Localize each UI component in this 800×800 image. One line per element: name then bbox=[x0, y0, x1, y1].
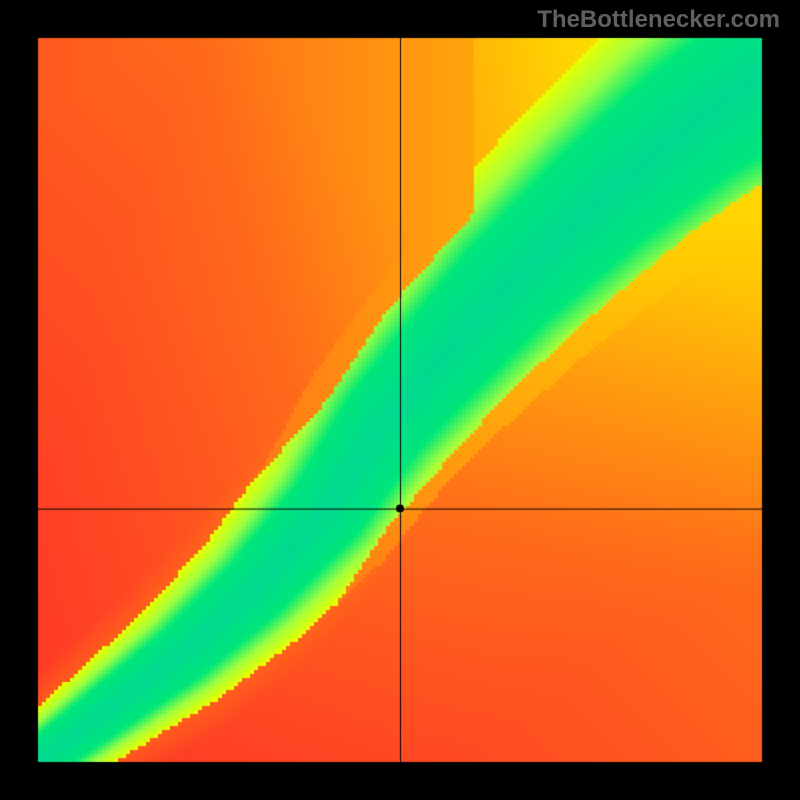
watermark-text: TheBottlenecker.com bbox=[537, 6, 780, 34]
heatmap-canvas bbox=[0, 0, 800, 800]
bottleneck-chart: TheBottlenecker.com bbox=[0, 0, 800, 800]
